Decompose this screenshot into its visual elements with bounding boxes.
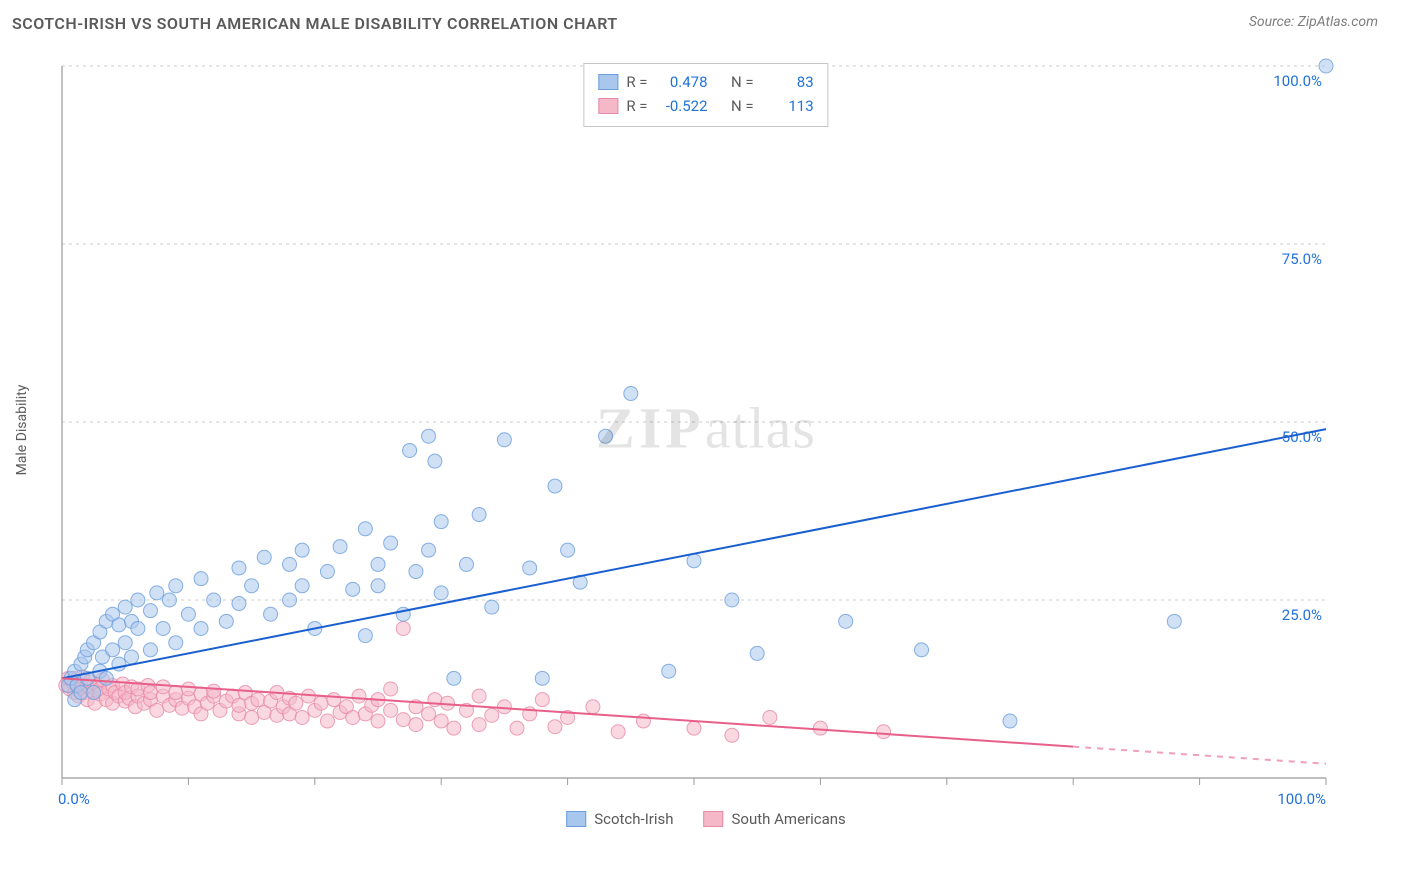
legend-R-label: R = xyxy=(626,94,647,118)
svg-text:25.0%: 25.0% xyxy=(1282,606,1322,624)
chart-title: SCOTCH-IRISH VS SOUTH AMERICAN MALE DISA… xyxy=(12,14,618,33)
legend-item-b: South Americans xyxy=(704,810,846,828)
svg-text:100.0%: 100.0% xyxy=(1273,72,1322,90)
legend-row-b: R = -0.522 N = 113 xyxy=(598,94,813,118)
legend-R-b: -0.522 xyxy=(656,94,708,118)
legend-swatch-b xyxy=(598,98,618,114)
svg-text:100.0%: 100.0% xyxy=(1277,790,1326,808)
legend-label-a: Scotch-Irish xyxy=(594,810,673,828)
legend-R-label: R = xyxy=(626,70,647,94)
legend-row-a: R = 0.478 N = 83 xyxy=(598,70,813,94)
legend-label-b: South Americans xyxy=(732,810,846,828)
legend-swatch-a xyxy=(598,74,618,90)
legend-swatch-a2 xyxy=(566,811,586,827)
y-axis-label: Male Disability xyxy=(14,385,30,476)
legend-item-a: Scotch-Irish xyxy=(566,810,673,828)
legend-R-a: 0.478 xyxy=(656,70,708,94)
legend-N-b: 113 xyxy=(762,94,814,118)
plot-area: 25.0%50.0%75.0%100.0%0.0%100.0% R = 0.47… xyxy=(46,58,1366,828)
svg-text:0.0%: 0.0% xyxy=(58,790,90,808)
legend-N-a: 83 xyxy=(762,70,814,94)
legend-N-label: N = xyxy=(731,70,754,94)
series-legend: Scotch-Irish South Americans xyxy=(566,810,846,828)
chart-svg: 25.0%50.0%75.0%100.0%0.0%100.0% xyxy=(46,58,1366,828)
svg-text:75.0%: 75.0% xyxy=(1282,250,1322,268)
legend-swatch-b2 xyxy=(704,811,724,827)
correlation-legend: R = 0.478 N = 83 R = -0.522 N = 113 xyxy=(583,63,828,127)
chart-source: Source: ZipAtlas.com xyxy=(1249,14,1378,30)
legend-N-label: N = xyxy=(731,94,754,118)
